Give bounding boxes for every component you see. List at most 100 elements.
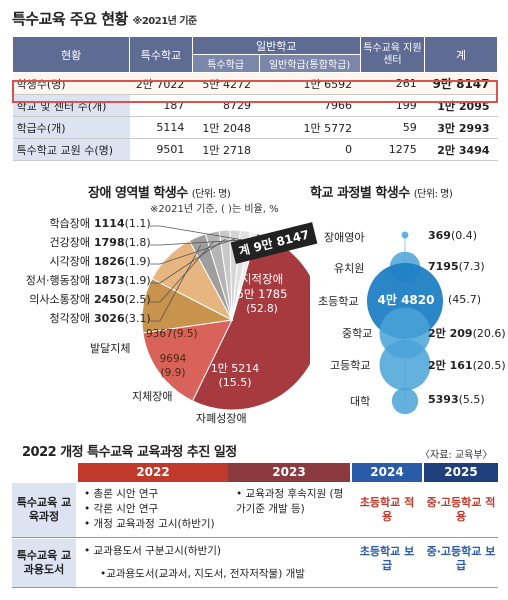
disability-value: 3026 [94,312,125,325]
dev-value: 9367 [146,328,173,340]
disability-label: 청각장애 [49,312,90,325]
course-bubble [379,339,431,391]
cell-total: 2만 3494 [424,138,498,161]
year-2024: 2024 [352,463,422,482]
physical-pct: (9.9) [160,367,186,379]
leader-line [150,245,202,322]
leader-line [150,225,252,242]
cell: 1만 2048 [192,116,260,139]
course-value: 7195(7.3) [428,260,485,273]
disability-pct: (1.9) [124,255,151,268]
table-row: 학급수(개) 5114 1만 2048 1만 5772 59 3만 2993 [12,116,498,139]
disability-title: 장애 영역별 학생수 (단위: 명) [88,182,231,201]
course-title: 학교 과정별 학생수 (단위: 명) [310,182,453,201]
disability-unit: (단위: 명) [191,189,231,200]
disability-pie-chart [141,225,310,411]
course-pct: (20.5) [472,359,506,372]
course-value: 369(0.4) [428,229,477,242]
th-general: 일반학교 [191,36,361,55]
year-2022: 2022 [78,463,228,482]
course-number: 2만 209 [428,327,473,340]
course-pct: (20.6) [472,327,506,340]
course-pct: (5.5) [458,393,485,406]
disability-value: 1873 [94,274,125,287]
elementary-value: 4만 4820 [377,293,435,307]
row2-2025: 중·고등학교 보급 [426,545,496,572]
cell: 199 [360,94,425,117]
intellectual-value: 5만 1785 [236,287,288,301]
disability-pct: (3.1) [124,312,151,325]
course-value: 5393(5.5) [428,393,485,406]
row-label: 특수학교 교원 수(명) [12,138,130,161]
schedule-source: 〈자료: 교육부〉 [420,450,493,461]
schedule-row-textbooks [12,538,498,588]
cell: 9501 [129,138,193,161]
dev-pct: (9.5) [172,328,198,340]
cell-total: 3만 2993 [424,116,498,139]
leader-line [150,239,245,246]
intellectual-label-group: 지적장애 5만 1785 (52.8) [222,272,302,317]
cell: 7966 [259,94,361,117]
autism-value: 1만 5214 [210,362,260,375]
disability-pct: (1.1) [124,217,151,230]
disability-label: 정서·행동장애 [25,274,90,287]
leader-line [150,238,235,265]
course-bubble-chart [367,231,443,415]
autism-pct: (15.5) [218,376,252,389]
disability-value: 1798 [94,236,125,249]
physical-value: 9694 [159,353,187,365]
row-label: 학생수(명) [12,72,130,95]
year-2025: 2025 [424,463,498,482]
course-unit: (단위: 명) [413,189,453,200]
course-value: 2만 209(20.6) [428,325,506,341]
disability-list-item: 시각장애 1826(1.9) [8,253,168,271]
disability-pct: (1.8) [124,236,151,249]
disability-value: 1826 [94,255,125,268]
pie-slice [142,319,233,402]
course-value: 2만 161(20.5) [428,357,506,373]
intellectual-label: 지적장애 [240,272,284,286]
pie-slice [191,232,310,411]
row-label: 학교 및 센터 수(개) [12,94,130,117]
table-row: 학생수(명) 2만 7022 5만 4272 1만 6592 261 9만 81… [12,72,498,95]
table-row: 특수학교 교원 수(명) 9501 1만 2718 0 1275 2만 3494 [12,138,498,161]
row1-head: 특수교육 교육과정 [12,483,76,537]
disability-list-item: 의사소통장애 2450(2.5) [8,291,168,309]
course-number: (45.7) [448,293,482,306]
leader-line [150,240,215,303]
dev-label-group: 9367(9.5) [146,328,198,340]
course-value: (45.7) [448,293,481,306]
dev-name: 발달지체 [90,342,131,355]
th-status: 현황 [11,36,131,73]
status-table: 현황 특수학교 일반학교 특수교육 지원센터 계 특수학급 일반학급(통합학급)… [11,36,498,161]
cell: 1만 2718 [192,138,260,161]
row1-2025: 중·고등학교 적용 [426,496,496,523]
autism-name: 자폐성장애 [196,412,247,425]
schedule-row-curriculum [12,482,498,538]
course-bubble [401,231,409,239]
disability-pct: (2.5) [124,293,151,306]
cell-total: 1만 2095 [424,94,498,117]
header-note: ※2021년 기준 [132,16,198,27]
course-pct: (7.3) [458,260,485,273]
row1-item: • 개정 교육과정 고시(하반기) [84,518,215,530]
row2-2024: 초등학교 보급 [359,545,415,572]
physical-label-group: 9694 (9.9) [148,352,198,380]
disability-value: 2450 [94,293,125,306]
course-number: 7195 [428,260,459,273]
disability-label: 시각장애 [49,255,90,268]
cell: 187 [129,94,193,117]
course-label: 대학 [350,395,371,408]
disability-list-item: 정서·행동장애 1873(1.9) [8,272,168,290]
row2-item1: • 교과용도서 구분고시(하반기) [84,545,221,557]
cell: 0 [259,138,361,161]
th-special: 특수학교 [129,36,193,73]
cell: 8729 [192,94,260,117]
row1-item: • 각론 시안 연구 [84,503,159,515]
physical-name: 지체장애 [132,390,173,403]
row2-head: 특수교육 교과용도서 [12,539,76,587]
page-title-text: 특수교육 주요 현황 [12,10,128,28]
disability-note: ※2021년 기준, ( )는 비율, % [150,204,279,215]
disability-label: 의사소통장애 [29,293,90,306]
leader-line [150,238,226,284]
